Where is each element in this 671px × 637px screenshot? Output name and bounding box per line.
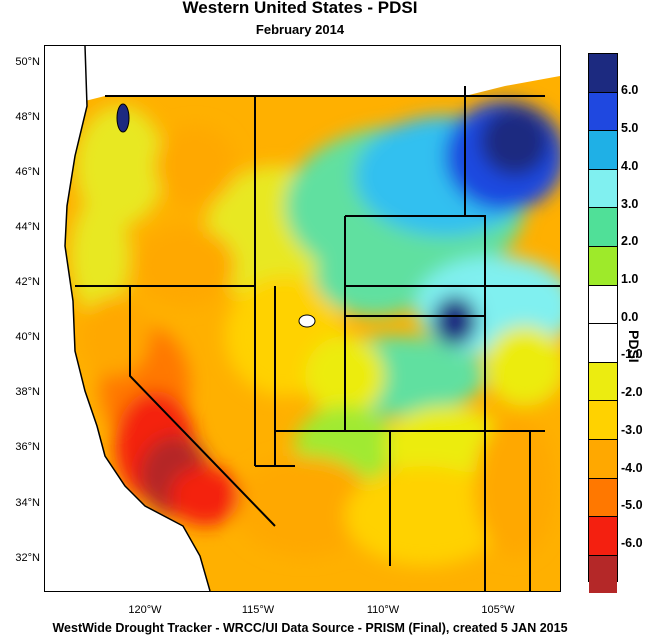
colorbar-swatch — [589, 401, 617, 440]
lat-label: 42°N — [15, 276, 40, 288]
lat-label: 36°N — [15, 441, 40, 453]
colorbar-label: -4.0 — [621, 461, 643, 475]
lon-label: 105°W — [481, 604, 515, 616]
colorbar-swatch — [589, 285, 617, 325]
lat-label: 46°N — [15, 166, 40, 178]
colorbar — [588, 53, 618, 594]
colorbar-label: 0.0 — [621, 310, 639, 324]
colorbar-swatch — [589, 517, 617, 556]
lat-label: 50°N — [15, 56, 40, 68]
lat-label: 44°N — [15, 221, 40, 233]
lat-label: 34°N — [15, 497, 40, 509]
colorbar-label: -3.0 — [621, 423, 643, 437]
colorbar-label: 5.0 — [621, 121, 639, 135]
colorbar-label: 3.0 — [621, 197, 639, 211]
colorbar-swatch — [589, 439, 617, 479]
map-title: Western United States - PDSI — [182, 0, 418, 17]
lat-label: 40°N — [15, 331, 40, 343]
colorbar-swatch — [589, 555, 617, 594]
pdsi-map — [44, 45, 561, 592]
colorbar-swatch — [589, 169, 617, 209]
lat-label: 32°N — [15, 552, 40, 564]
pdsi-map-canvas — [45, 46, 560, 591]
footer-credit: WestWide Drought Tracker - WRCC/UI Data … — [52, 621, 568, 635]
colorbar-swatch — [589, 92, 617, 132]
colorbar-swatch — [589, 362, 617, 402]
lat-label: 38°N — [15, 386, 40, 398]
colorbar-swatch — [589, 208, 617, 247]
colorbar-swatch — [589, 324, 617, 363]
colorbar-swatch — [589, 54, 617, 93]
lon-label: 120°W — [128, 604, 162, 616]
lon-label: 115°W — [241, 604, 275, 616]
colorbar-label: -6.0 — [621, 536, 643, 550]
colorbar-label: 4.0 — [621, 159, 639, 173]
colorbar-label: -5.0 — [621, 498, 643, 512]
colorbar-swatch — [589, 246, 617, 286]
colorbar-swatch — [589, 131, 617, 170]
colorbar-label: 2.0 — [621, 234, 639, 248]
lat-label: 48°N — [15, 111, 40, 123]
colorbar-swatch — [589, 478, 617, 518]
colorbar-label: 1.0 — [621, 272, 639, 286]
map-subtitle: February 2014 — [255, 22, 345, 37]
colorbar-label: 6.0 — [621, 83, 639, 97]
colorbar-label: -2.0 — [621, 385, 643, 399]
colorbar-title: PDSI — [626, 330, 642, 363]
lon-label: 110°W — [366, 604, 400, 616]
colorbar-label: -1.0 — [621, 347, 643, 361]
